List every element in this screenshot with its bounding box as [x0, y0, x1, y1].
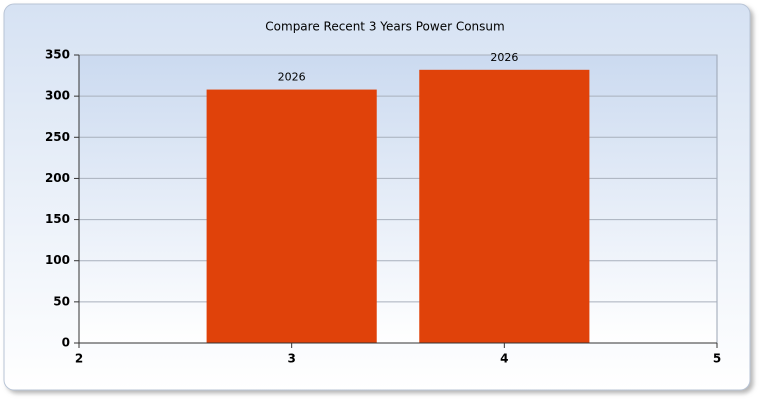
y-tick-label: 300 — [45, 89, 70, 103]
bar-label: 2026 — [278, 71, 306, 84]
y-tick-label: 100 — [45, 253, 70, 267]
y-tick-label: 0 — [62, 336, 70, 350]
plot-area — [78, 54, 718, 344]
x-tick-label: 2 — [75, 352, 83, 366]
x-tick-label: 5 — [713, 352, 721, 366]
chart-title: Compare Recent 3 Years Power Consum — [265, 20, 504, 34]
y-tick-label: 50 — [53, 294, 70, 308]
y-tick-label: 250 — [45, 130, 70, 144]
y-tick-label: 350 — [45, 48, 70, 62]
bar-label: 2026 — [490, 51, 518, 64]
x-tick-label: 3 — [287, 352, 295, 366]
bar — [419, 69, 590, 343]
bar — [206, 89, 377, 343]
y-tick-label: 150 — [45, 212, 70, 226]
y-tick-label: 200 — [45, 171, 70, 185]
x-tick-label: 4 — [500, 352, 508, 366]
